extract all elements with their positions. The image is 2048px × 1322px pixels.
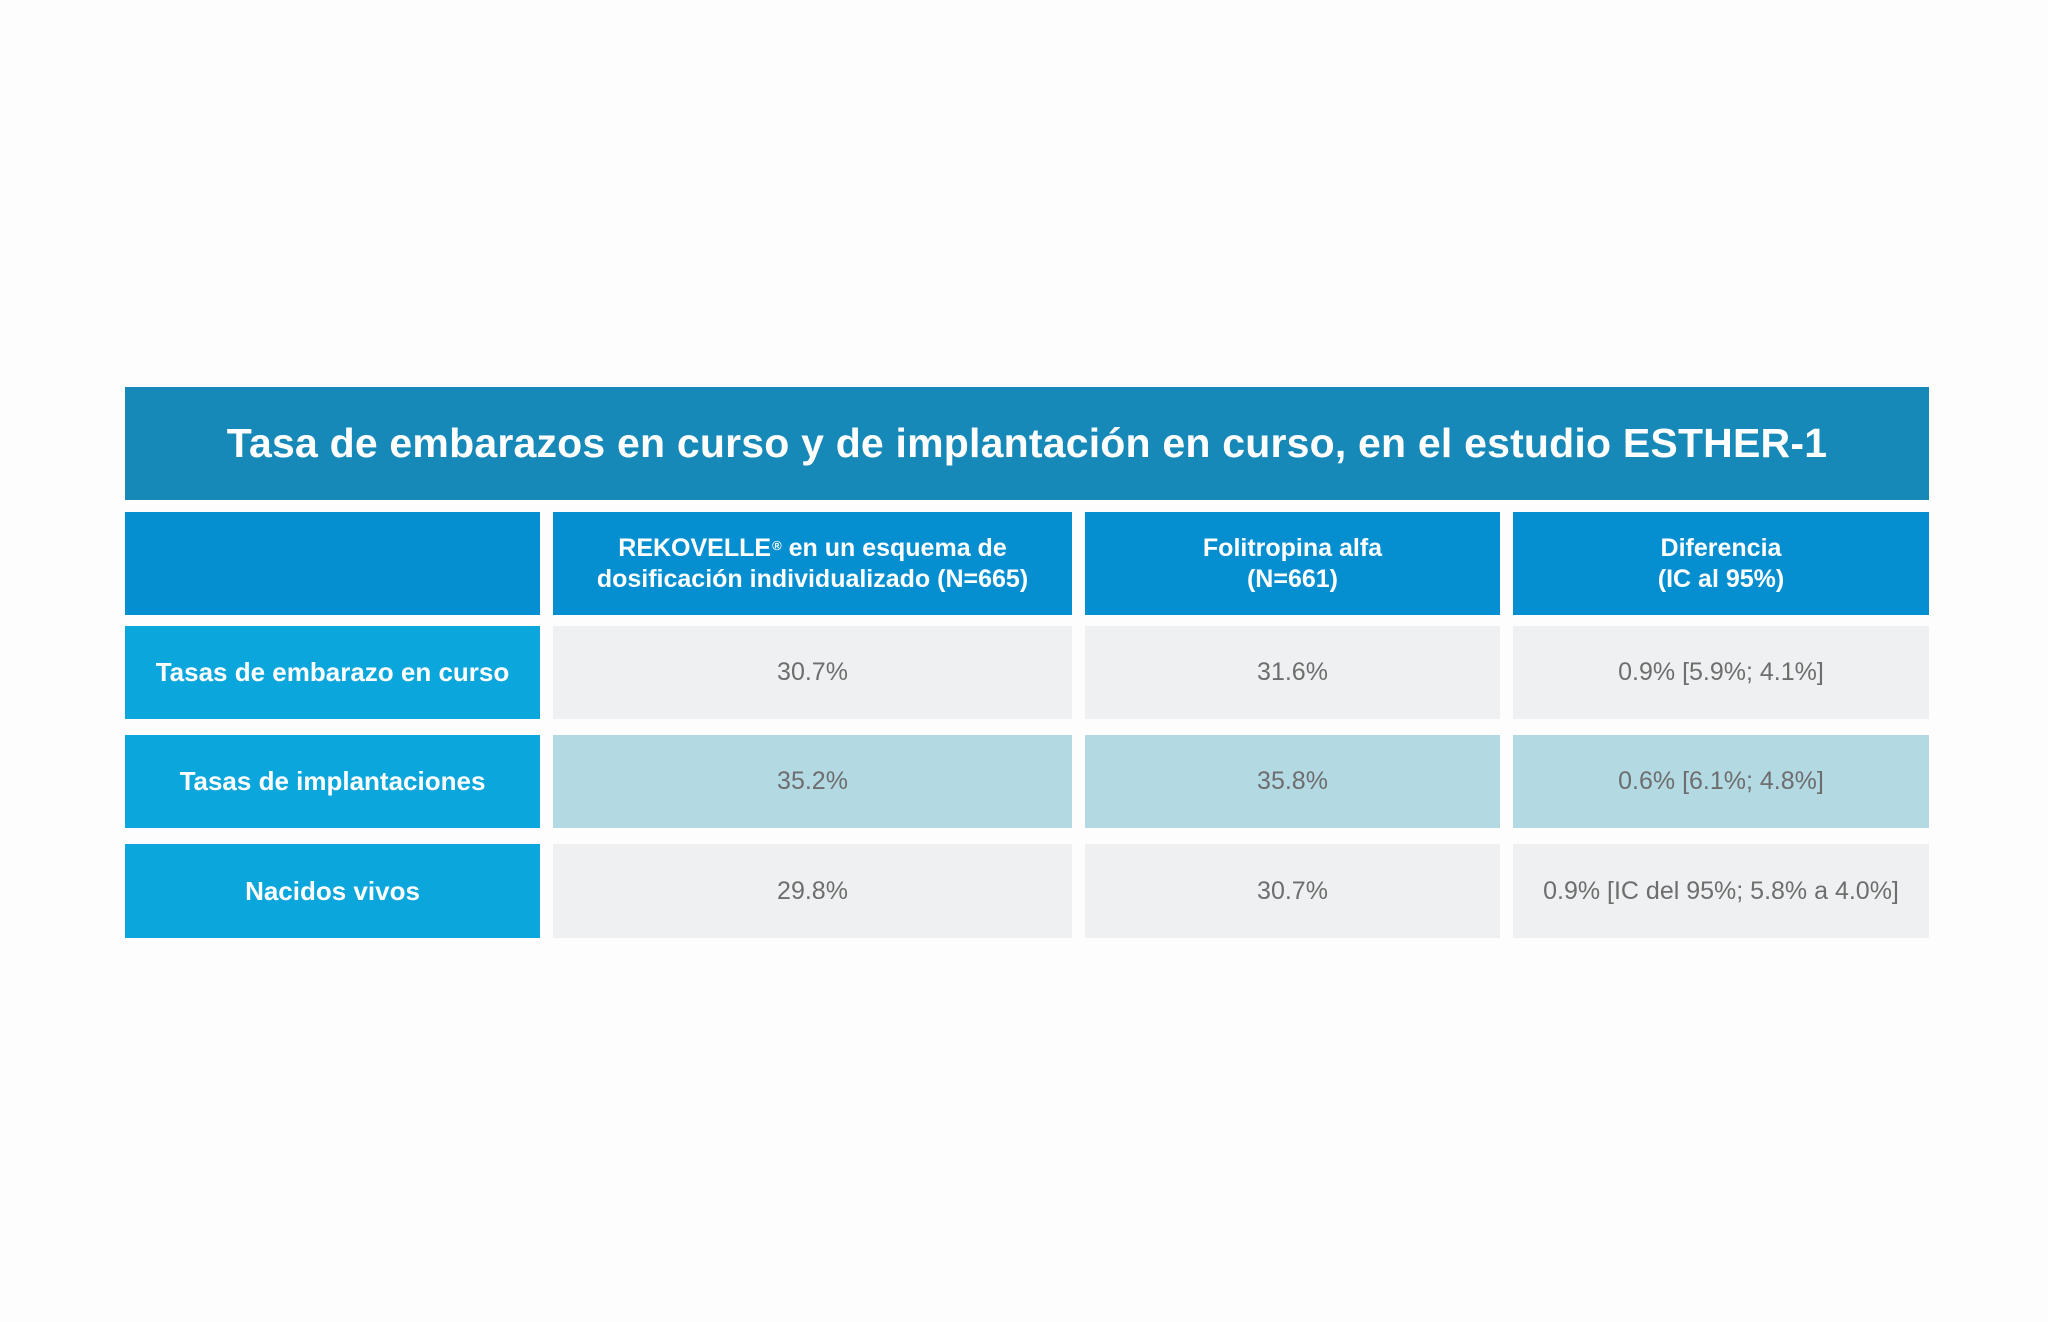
header-rekovelle-line1-rest: en un esquema de bbox=[781, 533, 1007, 562]
header-folitropina-line2: (N=661) bbox=[1246, 564, 1338, 593]
cell-embarazo-diferencia: 0.9% [5.9%; 4.1%] bbox=[1513, 626, 1929, 719]
cell-nacidos-rekovelle: 29.8% bbox=[553, 844, 1072, 938]
cell-nacidos-folitropina: 30.7% bbox=[1085, 844, 1500, 938]
header-folitropina: Folitropina alfa (N=661) bbox=[1085, 512, 1500, 615]
header-rekovelle-brand: REKOVELLE bbox=[618, 533, 772, 562]
cell-implantaciones-diferencia: 0.6% [6.1%; 4.8%] bbox=[1513, 735, 1929, 828]
registered-mark: ® bbox=[772, 537, 782, 553]
header-rekovelle-line2: dosificación individualizado (N=665) bbox=[596, 564, 1029, 593]
row-label-embarazo: Tasas de embarazo en curso bbox=[125, 626, 540, 719]
header-diferencia: Diferencia (IC al 95%) bbox=[1513, 512, 1929, 615]
row-label-implantaciones: Tasas de implantaciones bbox=[125, 735, 540, 828]
header-diferencia-line2: (IC al 95%) bbox=[1657, 564, 1785, 593]
header-diferencia-line1: Diferencia bbox=[1660, 533, 1782, 562]
cell-implantaciones-rekovelle: 35.2% bbox=[553, 735, 1072, 828]
cell-nacidos-diferencia: 0.9% [IC del 95%; 5.8% a 4.0%] bbox=[1513, 844, 1929, 938]
header-folitropina-line1: Folitropina alfa bbox=[1202, 533, 1383, 562]
header-rekovelle: REKOVELLE® en un esquema de dosificación… bbox=[553, 512, 1072, 615]
row-label-nacidos-vivos: Nacidos vivos bbox=[125, 844, 540, 938]
cell-embarazo-rekovelle: 30.7% bbox=[553, 626, 1072, 719]
cell-embarazo-folitropina: 31.6% bbox=[1085, 626, 1500, 719]
cell-implantaciones-folitropina: 35.8% bbox=[1085, 735, 1500, 828]
table-title: Tasa de embarazos en curso y de implanta… bbox=[125, 387, 1929, 500]
header-empty-cell bbox=[125, 512, 540, 615]
